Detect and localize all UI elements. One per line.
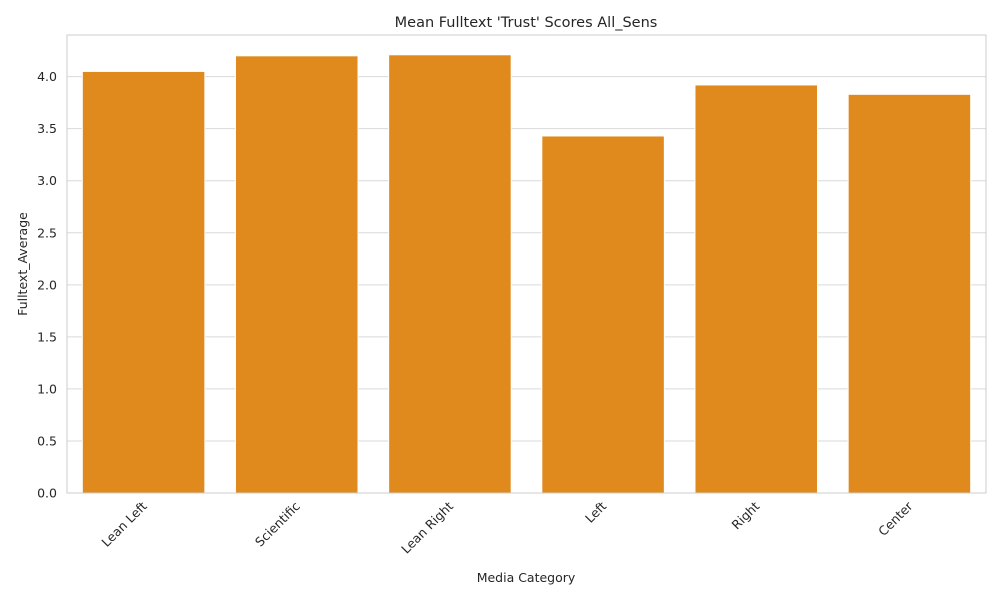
bars-layer [81,54,972,494]
bar-scientific [234,55,359,494]
x-tick-label: Right [728,498,762,532]
bar-left [541,135,665,494]
x-tick-label: Left [582,498,609,525]
y-tick-labels: 0.0 0.5 1.0 1.5 2.0 2.5 3.0 3.5 4.0 [37,69,57,500]
grid-layer [67,76,986,494]
y-tick-label: 4.0 [37,69,57,84]
plot-frame [66,34,987,494]
x-tick-label: Scientific [252,498,303,549]
x-tick-labels: Lean Left Scientific Lean Right Left Right Ce… [98,498,916,557]
y-axis-label: Fulltext_Average [15,212,30,316]
y-tick-label: 1.0 [37,381,57,396]
x-tick-label: Center [875,498,916,539]
axes-frame [66,34,987,494]
x-tick-label: Lean Left [98,498,149,549]
bar-right [694,84,819,494]
chart-title: Mean Fulltext 'Trust' Scores All_Sens [395,15,658,31]
y-tick-label: 2.5 [37,225,57,240]
x-axis-label: Media Category [477,570,576,585]
y-tick-label: 2.0 [37,277,57,292]
bar-lean-right [388,54,512,494]
y-tick-label: 0.5 [37,433,57,448]
bar-center [847,93,972,494]
x-tick-label: Lean Right [398,498,456,556]
bar-lean-left [81,70,206,494]
y-tick-label: 1.5 [37,329,57,344]
y-tick-label: 3.5 [37,121,57,136]
y-tick-label: 3.0 [37,173,57,188]
y-tick-label: 0.0 [37,486,57,501]
